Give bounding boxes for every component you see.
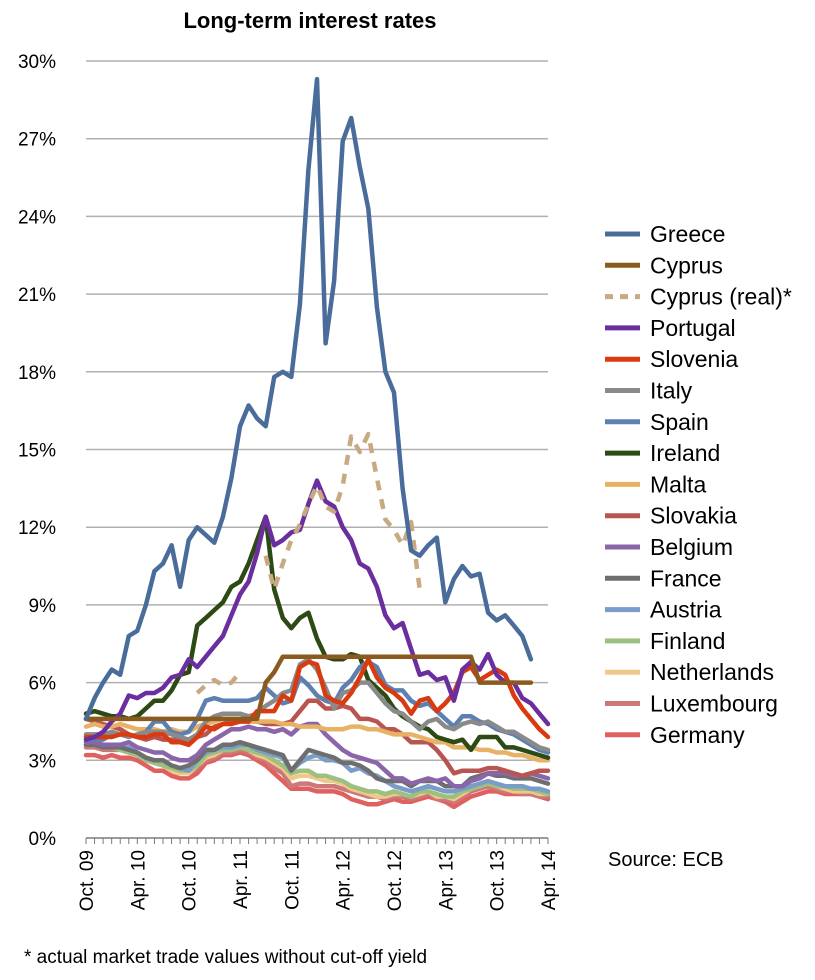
legend-label: Portugal [650, 315, 736, 341]
legend-label: Greece [650, 221, 725, 247]
series-lines [83, 76, 551, 810]
x-tick-label: Oct. 13 [488, 850, 509, 911]
y-tick-label: 12% [18, 518, 56, 539]
legend-label: Finland [650, 628, 725, 654]
x-tick-label: Oct. 09 [77, 850, 98, 911]
y-axis-tick-labels: 0% 3% 6% 9% 12% 15% 18% 21% 24% 27% 30% [18, 52, 56, 850]
x-tick-label: Apr. 14 [539, 850, 560, 911]
y-tick-label: 15% [18, 441, 56, 462]
series-line-cyprus-real [195, 431, 422, 695]
series-line-spain [83, 659, 551, 755]
legend-label: France [650, 565, 722, 591]
legend-label: Ireland [650, 440, 720, 466]
series-line-greece [83, 76, 534, 722]
footnote: * actual market trade values without cut… [24, 947, 427, 968]
x-tick-label: Apr. 12 [334, 850, 355, 910]
legend-label: Italy [650, 378, 693, 404]
legend-label: Netherlands [650, 659, 774, 685]
y-tick-label: 24% [18, 207, 56, 228]
series-line-slovenia [83, 657, 551, 748]
series-line-france [83, 739, 551, 789]
y-tick-label: 27% [18, 130, 56, 151]
x-tick-label: Apr. 11 [231, 850, 252, 909]
x-tick-label: Apr. 13 [436, 850, 457, 910]
series-line-cyprus [83, 654, 534, 722]
x-tick-label: Oct. 12 [385, 850, 406, 911]
series-line-slovakia [83, 698, 551, 779]
legend-label: Slovakia [650, 503, 737, 529]
x-tick-label: Apr. 10 [128, 850, 149, 910]
y-tick-label: 21% [18, 285, 56, 306]
legend-label: Malta [650, 471, 706, 497]
legend-label: Spain [650, 409, 709, 435]
series-line-belgium [83, 721, 551, 789]
series-line-ireland [83, 514, 551, 760]
legend-label: Germany [650, 722, 745, 748]
y-tick-label: 6% [29, 674, 57, 695]
chart-title: Long-term interest rates [183, 8, 436, 33]
legend-label: Cyprus [650, 252, 723, 278]
legend: Greece Cyprus Cyprus (real)* Portugal Sloven… [605, 221, 792, 748]
x-tick-label: Oct. 11 [282, 850, 303, 910]
legend-label: Cyprus (real)* [650, 284, 792, 310]
y-tick-label: 0% [29, 829, 57, 850]
x-axis [85, 837, 549, 844]
source-label: Source: ECB [608, 849, 724, 871]
y-tick-label: 3% [29, 751, 57, 772]
legend-label: Luxembourg [650, 691, 778, 717]
x-axis-tick-labels: Oct. 09 Apr. 10 Oct. 10 Apr. 11 Oct. 11 Apr. … [77, 850, 560, 912]
y-tick-label: 9% [29, 596, 57, 617]
legend-label: Austria [650, 597, 722, 623]
legend-label: Belgium [650, 534, 733, 560]
series-line-germany [83, 750, 551, 810]
y-tick-label: 18% [18, 363, 56, 384]
series-line-finland [83, 742, 551, 799]
y-tick-label: 30% [18, 52, 56, 73]
x-tick-label: Oct. 10 [180, 850, 201, 911]
legend-label: Slovenia [650, 346, 738, 372]
